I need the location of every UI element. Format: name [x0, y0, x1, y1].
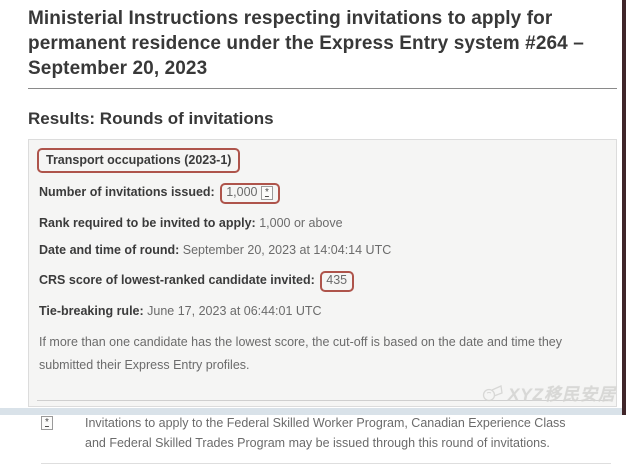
- page-title: Ministerial Instructions respecting invi…: [28, 8, 584, 80]
- result-row-crs: CRS score of lowest-ranked candidate inv…: [39, 271, 608, 292]
- watermark-text: XYZ移民安居: [507, 385, 616, 404]
- rank-value: 1,000 or above: [259, 215, 343, 230]
- rank-label: Rank required to be invited to apply:: [39, 215, 256, 230]
- footnote-divider: [37, 399, 608, 401]
- crs-value-highlight: 435: [320, 271, 355, 292]
- footnote-link[interactable]: *: [260, 186, 273, 201]
- title-divider: [28, 88, 617, 90]
- results-heading: Results: Rounds of invitations: [28, 109, 274, 129]
- footnote-bottom-rule: [41, 462, 611, 464]
- footnote-return-link[interactable]: *: [41, 415, 53, 430]
- tiebreak-note: If more than one candidate has the lowes…: [39, 335, 563, 373]
- result-row-rank: Rank required to be invited to apply: 1,…: [39, 216, 608, 232]
- watermark: XYZ移民安居: [481, 380, 616, 405]
- megaphone-icon: [482, 384, 503, 401]
- result-row-tiebreak: Tie-breaking rule: June 17, 2023 at 06:4…: [39, 304, 608, 320]
- main-content: Ministerial Instructions respecting invi…: [28, 6, 618, 464]
- results-panel: Transport occupations (2023-1) Number of…: [28, 139, 617, 464]
- tiebreak-value: June 17, 2023 at 06:44:01 UTC: [147, 303, 322, 318]
- invitations-value: 1,000: [226, 185, 258, 200]
- footnote-text: Invitations to apply to the Federal Skil…: [85, 415, 566, 450]
- round-name: Transport occupations (2023-1): [46, 153, 232, 168]
- crs-value: 435: [326, 273, 348, 288]
- tiebreak-label: Tie-breaking rule:: [39, 303, 144, 318]
- date-label: Date and time of round:: [39, 243, 180, 258]
- crs-label: CRS score of lowest-ranked candidate inv…: [39, 273, 315, 288]
- bottom-edge-strip: [0, 408, 626, 415]
- right-edge-strip: [622, 0, 626, 415]
- invitations-value-highlight: 1,000 *: [220, 183, 280, 204]
- result-row-invitations: Number of invitations issued: 1,000 *: [39, 183, 608, 204]
- result-row-date: Date and time of round: September 20, 20…: [39, 243, 608, 259]
- invitations-label: Number of invitations issued:: [39, 185, 215, 200]
- round-name-highlight: Transport occupations (2023-1): [37, 148, 241, 174]
- date-value: September 20, 2023 at 14:04:14 UTC: [182, 243, 392, 258]
- footnote-marker-cell: *: [41, 413, 85, 453]
- footnote: * Invitations to apply to the Federal Sk…: [41, 413, 608, 453]
